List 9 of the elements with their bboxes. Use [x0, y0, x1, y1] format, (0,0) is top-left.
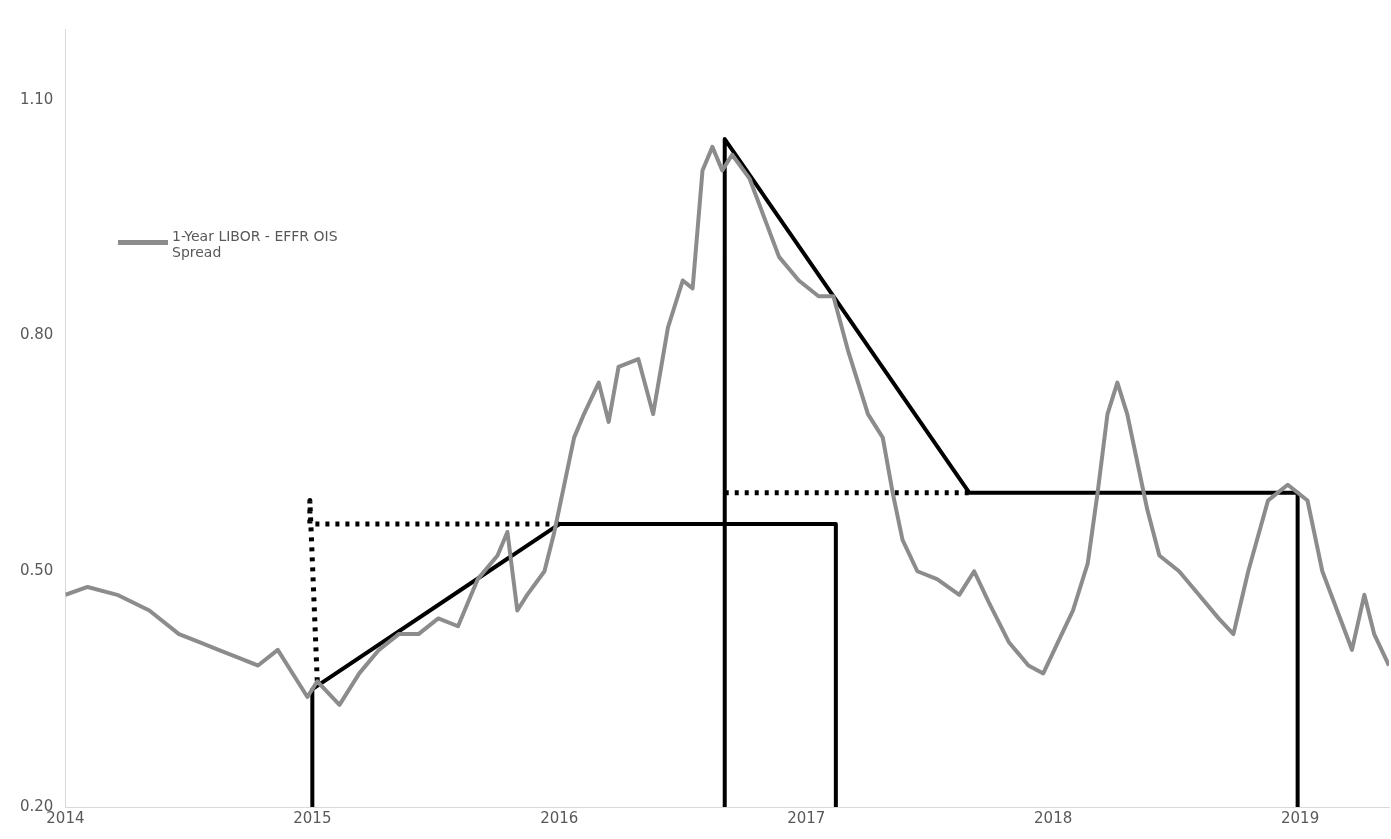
x-tick-label: 2016: [540, 808, 579, 827]
x-tick-label: 2019: [1281, 808, 1320, 827]
x-tick-label: 2017: [787, 808, 826, 827]
y-tick-label: 0.50: [19, 561, 54, 580]
y-tick-label: 0.80: [19, 325, 54, 344]
x-tick-label: 2015: [293, 808, 332, 827]
x-tick-label: 2018: [1034, 808, 1073, 827]
y-tick-label: 1.10: [19, 89, 54, 108]
legend-label: 1-Year LIBOR - EFFR OIS Spread: [172, 228, 339, 260]
